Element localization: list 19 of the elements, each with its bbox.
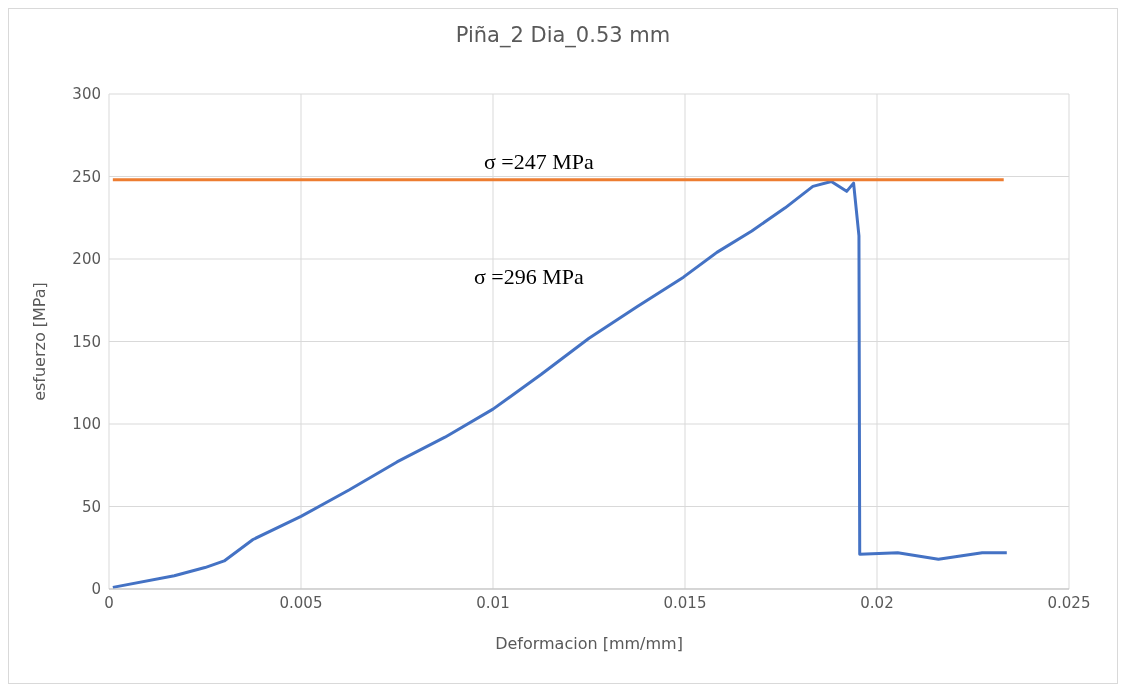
- y-tick-label: 50: [81, 497, 101, 516]
- y-tick-label: 100: [72, 415, 101, 434]
- annotation: σ =296 MPa: [474, 264, 584, 290]
- line-series: [111, 179, 1009, 589]
- chart-title: Piña_2 Dia_0.53 mm: [454, 23, 672, 47]
- y-tick-label: 250: [72, 167, 101, 186]
- y-tick-label: 200: [72, 250, 101, 269]
- x-tick-label: 0.015: [663, 593, 707, 612]
- x-tick-label: 0: [104, 593, 114, 612]
- x-tick-label: 0.025: [1047, 593, 1091, 612]
- annotation: σ =247 MPa: [484, 149, 594, 175]
- y-tick-label: 300: [72, 85, 101, 104]
- y-tick-label: 0: [91, 580, 101, 599]
- x-tick-label: 0.005: [279, 593, 323, 612]
- x-tick-label: 0.01: [476, 593, 510, 612]
- y-axis-title: esfuerzo [MPa]: [29, 282, 49, 401]
- y-tick-label: 150: [72, 332, 101, 351]
- x-axis-title: Deformacion [mm/mm]: [495, 634, 683, 653]
- x-tick-label: 0.02: [860, 593, 894, 612]
